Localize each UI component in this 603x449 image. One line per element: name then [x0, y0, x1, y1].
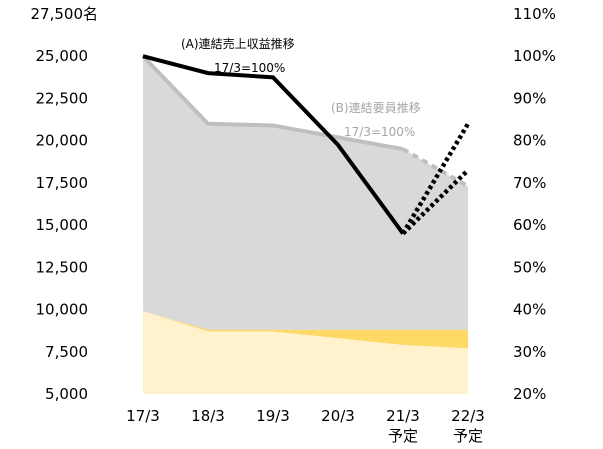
- line-layers: [141, 54, 470, 236]
- right-tick-label: 100%: [513, 47, 556, 65]
- annotation-b-base: 17/3=100%: [344, 125, 415, 139]
- right-tick-label: 20%: [513, 385, 546, 403]
- left-tick-label: 10,000: [36, 301, 89, 319]
- x-tick-label: 20/3: [321, 407, 355, 425]
- area-grey: [143, 56, 468, 330]
- x-tick-label: 22/3: [451, 407, 485, 425]
- line-a-forecast-low: [401, 168, 470, 236]
- left-tick-label: 25,000: [36, 47, 89, 65]
- line-a-forecast-high: [401, 122, 470, 235]
- left-tick-label: 27,500名: [31, 5, 99, 23]
- left-tick-label: 22,500: [36, 89, 89, 107]
- area-beige: [143, 311, 468, 394]
- right-axis: 20% 30% 40% 50% 60% 70% 80% 90% 100% 110%: [513, 5, 556, 403]
- x-tick-label: 19/3: [256, 407, 290, 425]
- x-tick-sublabel: 予定: [388, 427, 418, 445]
- left-axis: 5,000 7,500 10,000 12,500 15,000 17,500 20,000…: [31, 5, 99, 403]
- right-tick-label: 70%: [513, 174, 546, 192]
- x-tick-label: 18/3: [191, 407, 225, 425]
- area-gold: [143, 311, 468, 349]
- left-tick-label: 12,500: [36, 258, 89, 276]
- line-b-employees: [141, 54, 404, 152]
- x-tick-sublabel: 予定: [453, 427, 483, 445]
- annotation-a-title: (A)連結売上収益推移: [181, 36, 295, 51]
- line-a-revenue: [142, 54, 405, 235]
- left-tick-label: 15,000: [36, 216, 89, 234]
- left-tick-label: 17,500: [36, 174, 89, 192]
- line-b-forecast: [402, 147, 469, 189]
- right-tick-label: 80%: [513, 132, 546, 150]
- right-tick-label: 30%: [513, 343, 546, 361]
- right-tick-label: 50%: [513, 258, 546, 276]
- x-tick-label: 21/3: [386, 407, 420, 425]
- left-tick-label: 5,000: [45, 385, 88, 403]
- annotation-b-title: (B)連結要員推移: [331, 101, 421, 115]
- right-tick-label: 90%: [513, 89, 546, 107]
- right-tick-label: 60%: [513, 216, 546, 234]
- right-tick-label: 40%: [513, 301, 546, 319]
- left-tick-label: 7,500: [45, 343, 88, 361]
- annotation-a-base: 17/3=100%: [214, 61, 285, 75]
- x-tick-label: 17/3: [126, 407, 160, 425]
- left-tick-label: 20,000: [36, 132, 89, 150]
- right-tick-label: 110%: [513, 5, 556, 23]
- x-axis: 17/3 18/3 19/3 20/3 21/3 予定 22/3 予定: [126, 407, 485, 445]
